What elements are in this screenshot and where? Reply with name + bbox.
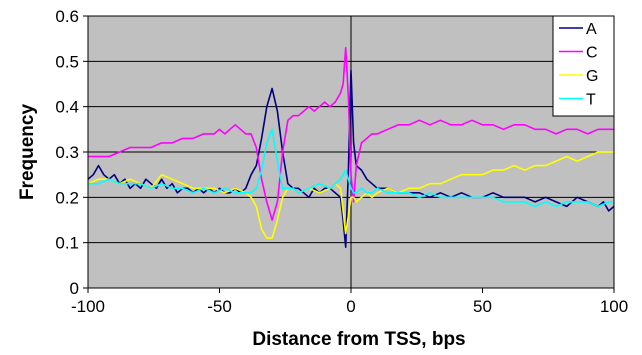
y-tick-label: 0.1 [55,234,79,253]
legend-label-g: G [586,68,598,85]
y-tick-label: 0.4 [55,98,79,117]
y-tick-label: 0.6 [55,7,79,26]
x-tick-label: -100 [71,297,105,316]
series-line-t [88,128,614,208]
x-axis-title: Distance from TSS, bps [252,329,465,350]
legend-label-t: T [586,92,596,109]
series-lines [87,46,615,248]
series-line-g [87,151,614,239]
x-axis-ticks: -100 -50 0 50 100 [71,288,628,316]
x-tick-label: -50 [207,297,232,316]
y-tick-label: 0.2 [55,188,79,207]
legend-label-a: A [586,21,597,38]
y-tick-label: 0.3 [55,143,79,162]
legend-label-c: C [586,45,598,62]
x-tick-label: 0 [346,297,355,316]
x-tick-label: 100 [600,297,628,316]
y-tick-label: 0 [70,279,79,298]
legend-box [552,15,615,117]
y-axis-ticks: 0 0.1 0.2 0.3 0.4 0.5 0.6 [55,7,88,298]
y-tick-label: 0.5 [55,52,79,71]
series-line-a [87,69,615,248]
series-line-c [88,46,614,221]
y-axis-title: Frequency [17,104,38,201]
x-tick-label: 50 [473,297,492,316]
